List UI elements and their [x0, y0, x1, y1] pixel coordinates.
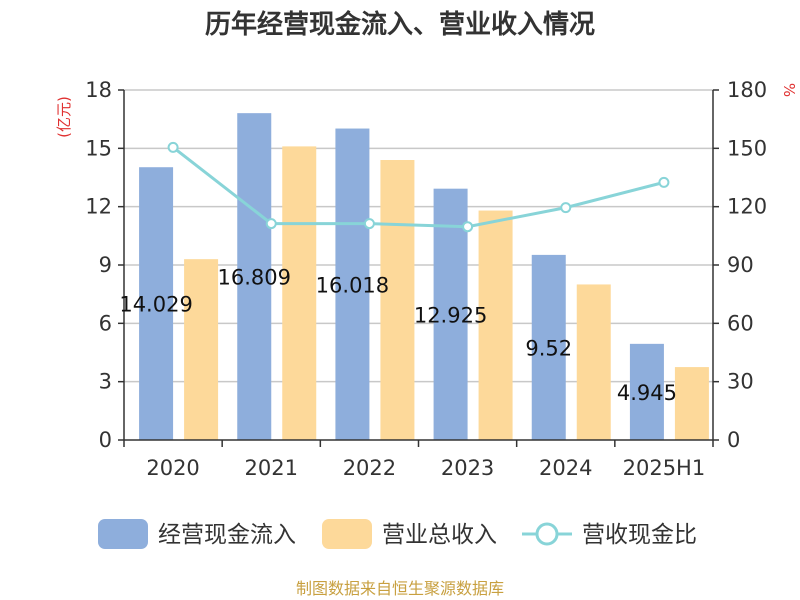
bar [674, 367, 709, 440]
y-left-tick-label: 18 [85, 78, 112, 102]
line-point [462, 221, 474, 233]
data-label: 16.809 [218, 266, 291, 290]
legend: 经营现金流入 营业总收入 营收现金比 [98, 519, 697, 549]
x-tick-label: 2025H1 [623, 456, 706, 480]
data-label: 16.018 [316, 273, 389, 297]
y-right-tick-label: 150 [727, 136, 767, 160]
x-tick-label: 2023 [441, 456, 494, 480]
legend-label: 营业总收入 [382, 522, 497, 548]
data-labels: 14.029 16.809 16.018 12.925 9.52 4.945 [119, 266, 677, 405]
gridlines [124, 89, 713, 383]
y-left-tick-label: 6 [99, 311, 112, 335]
y-right-tick-label: 60 [727, 311, 754, 335]
bar [184, 259, 219, 440]
y-left-axis-label: (亿元) [55, 96, 73, 138]
bar [478, 210, 513, 440]
bar [139, 167, 174, 441]
y-left-tick-label: 12 [85, 195, 112, 219]
line-point [560, 202, 572, 214]
bar [380, 160, 415, 440]
x-tick-label: 2020 [146, 456, 199, 480]
x-tick-label: 2022 [343, 456, 396, 480]
y-right-axis-label: % [780, 83, 798, 97]
legend-swatch [322, 519, 372, 549]
data-label: 14.029 [119, 293, 192, 317]
legend-swatch [98, 519, 148, 549]
data-label: 12.925 [414, 303, 487, 327]
x-tick-label: 2024 [539, 456, 592, 480]
line-path [172, 146, 665, 229]
y-right-tick-label: 180 [727, 78, 767, 102]
x-tick-label: 2021 [245, 456, 298, 480]
bar [531, 254, 566, 440]
line-series [167, 141, 670, 233]
line-point [363, 218, 375, 230]
bar [282, 146, 317, 440]
line-point [265, 218, 277, 230]
y-left-tick-label: 9 [99, 253, 112, 277]
bar [237, 113, 272, 441]
bar-series [139, 113, 709, 441]
legend-label: 经营现金流入 [158, 522, 296, 548]
legend-swatch-marker [535, 522, 559, 546]
y-left-tick-label: 3 [99, 370, 112, 394]
y-right-tick-label: 0 [727, 428, 740, 452]
line-point [658, 176, 670, 188]
y-left-tick-label: 15 [85, 136, 112, 160]
source-note: 制图数据来自恒生聚源数据库 [296, 579, 504, 598]
bar [576, 284, 611, 440]
y-right-tick-label: 90 [727, 253, 754, 277]
bar [433, 188, 468, 440]
bar [335, 128, 370, 441]
legend-label: 营收现金比 [582, 522, 697, 548]
bar [629, 343, 664, 440]
chart-title: 历年经营现金流入、营业收入情况 [205, 9, 595, 40]
data-label: 4.945 [617, 381, 677, 405]
data-label: 9.52 [525, 336, 572, 360]
y-right-tick-label: 120 [727, 195, 767, 219]
line-point [167, 141, 179, 153]
y-right-tick-label: 30 [727, 370, 754, 394]
y-left-tick-label: 0 [99, 428, 112, 452]
